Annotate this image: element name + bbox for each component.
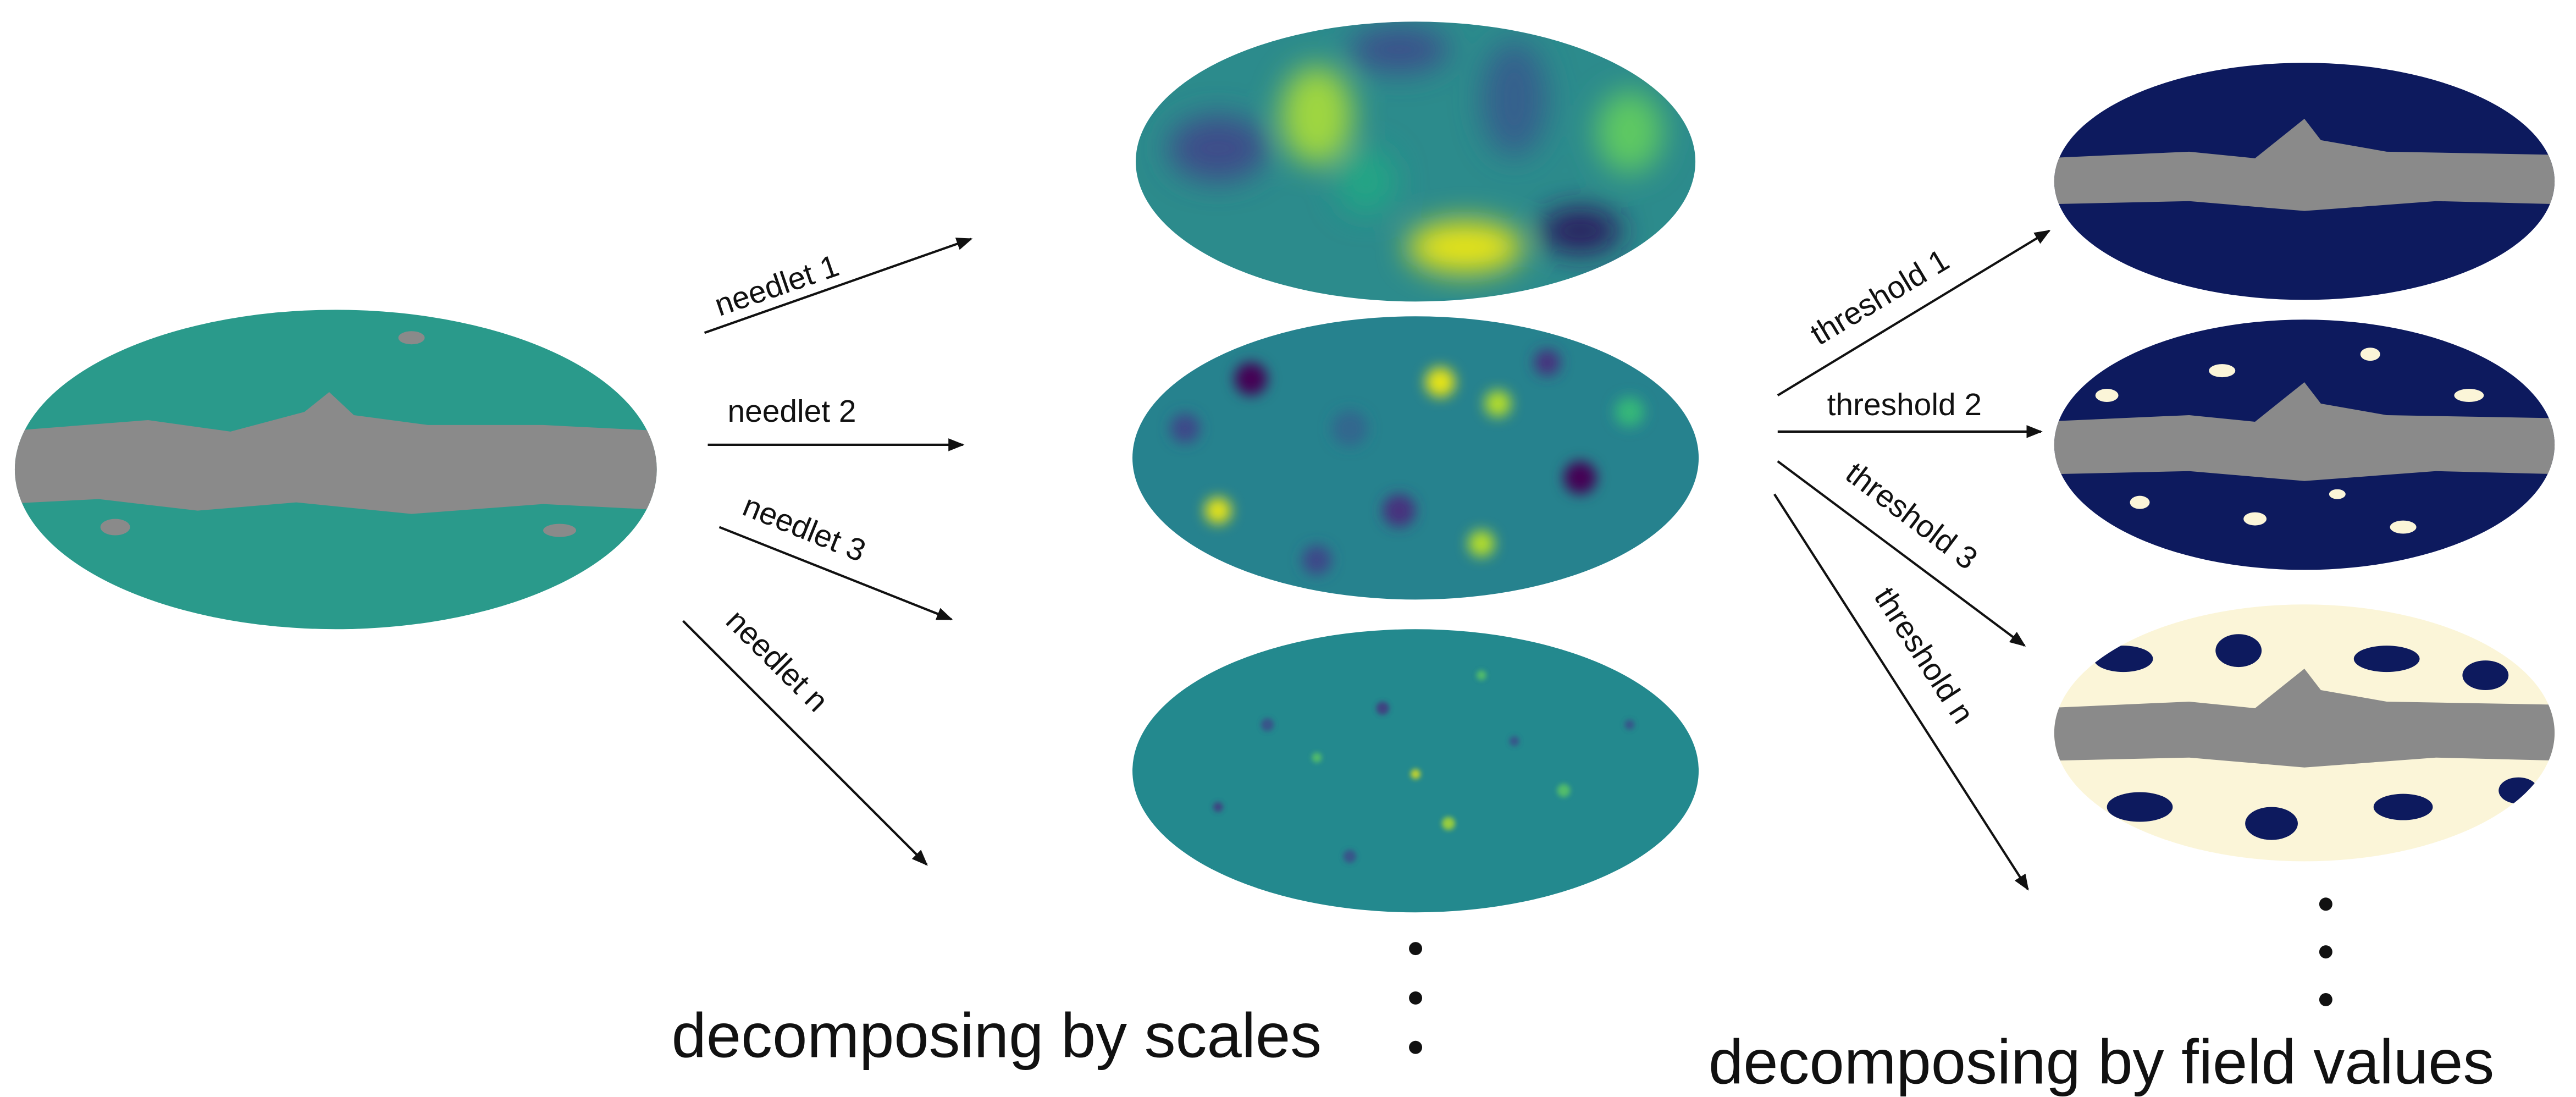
- needlet-map: [1119, 313, 1712, 609]
- threshold-label: threshold 2: [1827, 387, 1982, 422]
- threshold-label: threshold 1: [1804, 242, 1955, 352]
- diagram: needlet 1 needlet 2 needlet 3 needlet n …: [0, 0, 2576, 1097]
- needlet-label: needlet 1: [710, 248, 843, 323]
- threshold-label: threshold n: [1867, 581, 1981, 730]
- caption: decomposing by field values: [1709, 1028, 2494, 1097]
- needlet-label: needlet 2: [727, 394, 856, 429]
- needlet-map: [1119, 16, 1712, 313]
- threshold-map: [2041, 593, 2568, 873]
- needlet-label: needlet 3: [738, 488, 871, 569]
- threshold-map: [2041, 313, 2568, 576]
- threshold-label: threshold 3: [1839, 455, 1984, 576]
- needlet-label: needlet n: [719, 603, 835, 719]
- input-map: [0, 296, 675, 642]
- needlet-map: [1119, 626, 1712, 922]
- caption: decomposing by scales: [672, 1001, 1322, 1071]
- arrow: [683, 621, 927, 864]
- threshold-map: [2041, 49, 2568, 313]
